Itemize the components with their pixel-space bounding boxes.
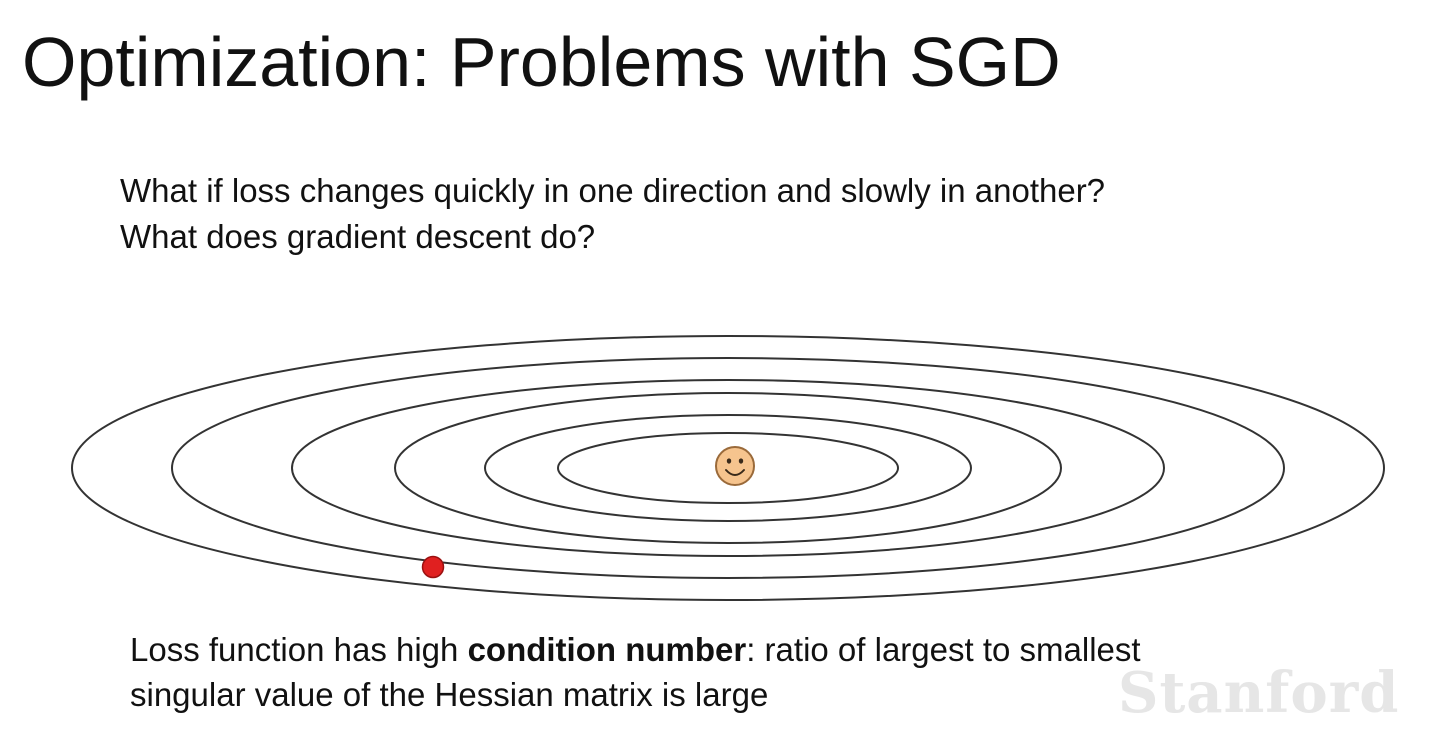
caption-line-1: Loss function has high condition number:… [130, 627, 1141, 672]
current-point-marker [421, 555, 445, 579]
condition-number-term: condition number [467, 631, 747, 668]
caption-line-1-suffix: : ratio of largest to smallest [746, 631, 1141, 668]
contour-ring-6 [71, 335, 1385, 601]
question-line-2: What does gradient descent do? [120, 218, 596, 255]
caption: Loss function has high condition number:… [130, 627, 1141, 717]
contour-ring-2 [484, 414, 972, 522]
caption-line-2: singular value of the Hessian matrix is … [130, 676, 769, 713]
question-block: What if loss changes quickly in one dire… [120, 168, 1105, 260]
contour-ring-3 [394, 392, 1062, 544]
stanford-watermark: Stanford [1118, 660, 1400, 726]
question-line-1: What if loss changes quickly in one dire… [120, 172, 1106, 209]
contour-ring-4 [291, 379, 1165, 557]
contour-ring-5 [171, 357, 1285, 579]
smiley-face-icon [715, 446, 755, 486]
slide-title: Optimization: Problems with SGD [22, 23, 1061, 101]
caption-line-1-prefix: Loss function has high [130, 631, 468, 668]
contour-ring-1 [557, 432, 899, 504]
